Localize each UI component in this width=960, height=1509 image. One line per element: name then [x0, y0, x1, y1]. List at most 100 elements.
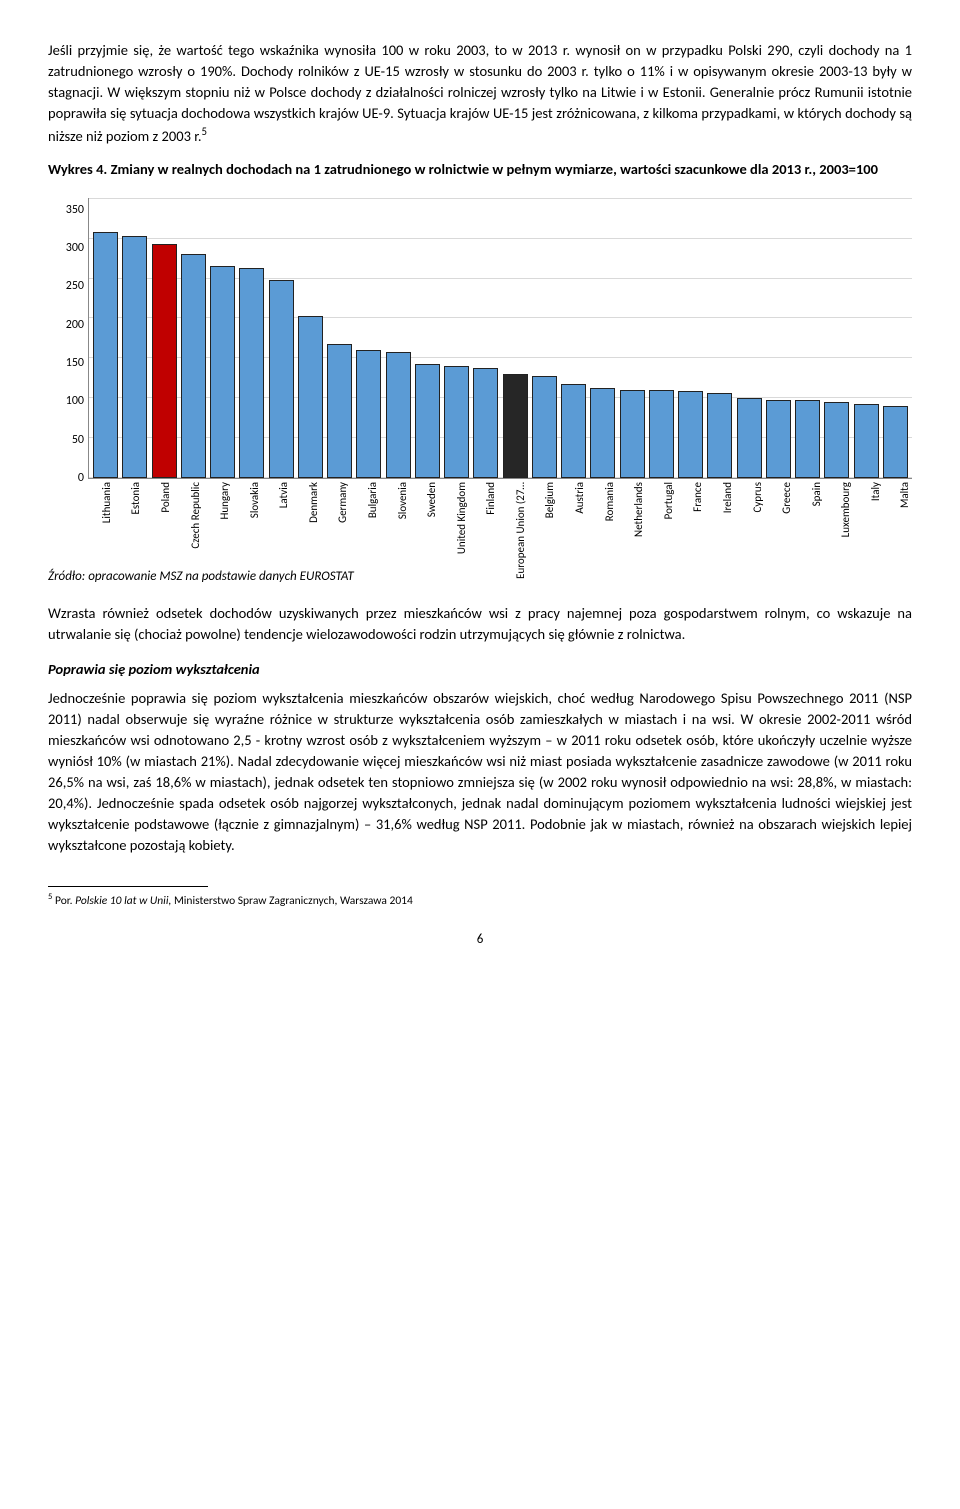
y-tick: 150: [66, 357, 84, 369]
bar: [473, 368, 498, 478]
chart-title: Wykres 4. Zmiany w realnych dochodach na…: [48, 159, 912, 180]
bar: [210, 266, 235, 478]
bar: [503, 374, 528, 478]
bar-slot: [881, 198, 910, 478]
chart-source: Źródło: opracowanie MSZ na podstawie dan…: [48, 568, 912, 587]
bars-group: [89, 198, 912, 478]
bar: [239, 268, 264, 478]
bar-slot: [150, 198, 179, 478]
bar-slot: [471, 198, 500, 478]
footnote-italic: Polskie 10 lat w Unii,: [75, 894, 171, 908]
y-tick: 300: [66, 242, 84, 254]
x-label: Romania: [602, 482, 618, 521]
bar: [766, 400, 791, 478]
y-tick: 250: [66, 280, 84, 292]
y-tick: 0: [78, 472, 84, 484]
bar: [298, 316, 323, 478]
bar: [386, 352, 411, 478]
x-label: Latvia: [276, 482, 292, 508]
bar-slot: [559, 198, 588, 478]
bar: [737, 398, 762, 478]
x-label: Denmark: [306, 482, 322, 523]
bar: [356, 350, 381, 478]
x-label: Hungary: [217, 482, 233, 520]
y-tick: 350: [66, 204, 84, 216]
x-label: Germany: [335, 482, 351, 523]
bar-slot: [764, 198, 793, 478]
bar-slot: [179, 198, 208, 478]
x-label: Portugal: [661, 482, 677, 519]
x-label: Poland: [158, 482, 174, 513]
bar-slot: [822, 198, 851, 478]
bar: [883, 406, 908, 478]
bar: [824, 402, 849, 478]
bar-slot: [647, 198, 676, 478]
x-label: Estonia: [128, 482, 144, 515]
bar: [122, 236, 147, 478]
bar-slot: [530, 198, 559, 478]
bar: [415, 364, 440, 478]
footnote-rest: Ministerstwo Spraw Zagranicznych, Warsza…: [171, 894, 412, 908]
x-label: France: [690, 482, 706, 512]
x-label: Finland: [483, 482, 499, 515]
plot-area: [88, 198, 912, 479]
bar-slot: [588, 198, 617, 478]
x-label: United Kingdom: [454, 482, 470, 554]
x-label: Malta: [897, 482, 913, 508]
bar: [707, 393, 732, 478]
x-label: Cyprus: [750, 482, 766, 513]
x-label: Sweden: [424, 482, 440, 517]
bar: [269, 280, 294, 478]
bar-slot: [267, 198, 296, 478]
x-label: Belgium: [542, 482, 558, 518]
bar-slot: [501, 198, 530, 478]
footnote-5: 5 Por. Polskie 10 lat w Unii, Ministerst…: [48, 891, 912, 910]
bar: [649, 390, 674, 478]
bar-slot: [237, 198, 266, 478]
bar: [620, 390, 645, 478]
paragraph-2: Wzrasta również odsetek dochodów uzyskiw…: [48, 603, 912, 645]
x-label: Ireland: [720, 482, 736, 513]
bar-slot: [384, 198, 413, 478]
paragraph-3: Jednocześnie poprawia się poziom wykszta…: [48, 688, 912, 856]
bar-slot: [852, 198, 881, 478]
bar-slot: [676, 198, 705, 478]
y-tick: 50: [72, 434, 84, 446]
x-label: Czech Republic: [188, 482, 204, 549]
subheading-education: Poprawia się poziom wykształcenia: [48, 659, 912, 680]
bar-slot: [618, 198, 647, 478]
x-label: Bulgaria: [365, 482, 381, 518]
x-label: Greece: [779, 482, 795, 514]
x-label: Lithuania: [99, 482, 115, 523]
x-label: Spain: [809, 482, 825, 506]
bar-slot: [325, 198, 354, 478]
x-label: Italy: [868, 482, 884, 501]
y-tick: 200: [66, 319, 84, 331]
page-number: 6: [48, 931, 912, 950]
bar: [444, 366, 469, 478]
footnote-marker: 5: [48, 892, 52, 902]
bar: [327, 344, 352, 478]
bar-slot: [91, 198, 120, 478]
bar-slot: [208, 198, 237, 478]
bar-slot: [442, 198, 471, 478]
bar: [152, 244, 177, 478]
footnote-prefix: Por.: [55, 894, 75, 908]
paragraph-intro: Jeśli przyjmie się, że wartość tego wska…: [48, 40, 912, 147]
bar-slot: [120, 198, 149, 478]
para1-text: Jeśli przyjmie się, że wartość tego wska…: [48, 41, 912, 145]
footnote-separator: [48, 886, 208, 887]
chart-4: 350300250200150100500 LithuaniaEstoniaPo…: [48, 198, 912, 558]
bar-slot: [793, 198, 822, 478]
bar: [678, 391, 703, 478]
bar-slot: [354, 198, 383, 478]
bar: [854, 404, 879, 478]
bar: [181, 254, 206, 478]
bar: [590, 388, 615, 478]
y-axis: 350300250200150100500: [48, 198, 88, 478]
bar: [561, 384, 586, 478]
bar: [93, 232, 118, 478]
bar-slot: [413, 198, 442, 478]
bar-slot: [705, 198, 734, 478]
bar-slot: [296, 198, 325, 478]
